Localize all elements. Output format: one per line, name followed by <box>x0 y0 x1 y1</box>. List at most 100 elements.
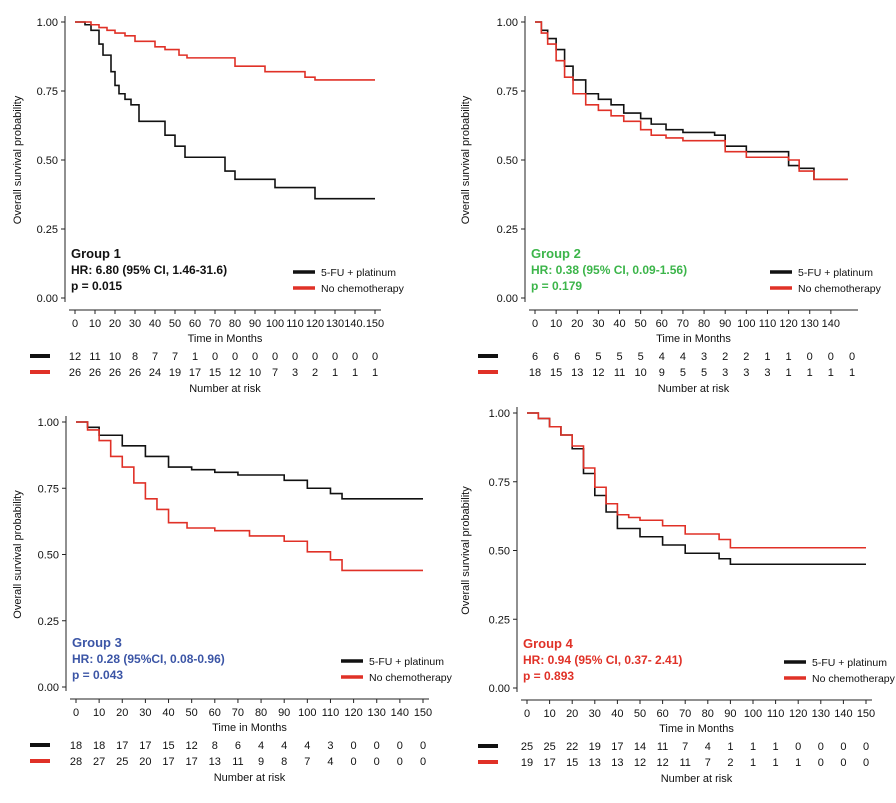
risk-count: 0 <box>352 351 358 363</box>
risk-count: 0 <box>212 351 218 363</box>
risk-count: 1 <box>750 757 756 769</box>
y-tick-label: 0.75 <box>497 86 518 98</box>
y-tick-label: 0.25 <box>489 614 510 626</box>
risk-count: 4 <box>680 351 686 363</box>
y-tick-label: 1.00 <box>37 17 58 29</box>
risk-count: 0 <box>374 756 380 768</box>
risk-count: 14 <box>634 741 646 753</box>
risk-table-label: Number at risk <box>658 383 730 395</box>
y-axis-label: Overall survival probability <box>12 490 24 619</box>
x-tick-label: 40 <box>613 318 625 330</box>
risk-count: 1 <box>750 741 756 753</box>
x-tick-label: 0 <box>73 707 79 719</box>
legend-label: No chemotherapy <box>321 283 405 295</box>
y-tick-label: 0.50 <box>497 155 518 167</box>
x-tick-label: 70 <box>209 318 221 330</box>
risk-count: 11 <box>614 367 625 379</box>
x-tick-label: 90 <box>724 708 736 720</box>
x-tick-label: 30 <box>592 318 604 330</box>
risk-table-label: Number at risk <box>189 383 261 395</box>
risk-count: 25 <box>521 741 533 753</box>
risk-count: 1 <box>764 351 770 363</box>
x-tick-label: 120 <box>306 318 324 330</box>
x-tick-label: 70 <box>232 707 244 719</box>
risk-count: 15 <box>162 740 174 752</box>
y-tick-label: 0.50 <box>489 546 510 558</box>
km-curve-treated <box>76 421 423 500</box>
risk-count: 0 <box>312 351 318 363</box>
risk-count: 0 <box>795 741 801 753</box>
risk-count: 1 <box>807 367 813 379</box>
x-tick-label: 50 <box>635 318 647 330</box>
risk-count: 5 <box>701 367 707 379</box>
risk-count: 3 <box>327 740 333 752</box>
risk-count: 5 <box>638 351 644 363</box>
x-tick-label: 30 <box>589 708 601 720</box>
y-tick-label: 0.00 <box>38 682 59 694</box>
panel-group-4: 0.00 0.25 0.50 0.75 1.00 Overall survival pro… <box>448 401 896 802</box>
x-tick-label: 120 <box>789 708 807 720</box>
risk-count: 13 <box>611 757 623 769</box>
x-tick-label: 20 <box>571 318 583 330</box>
y-tick-label: 0.00 <box>497 293 518 305</box>
risk-count: 25 <box>116 756 128 768</box>
x-tick-label: 60 <box>209 707 221 719</box>
y-axis-label: Overall survival probability <box>12 95 24 224</box>
risk-count: 0 <box>420 740 426 752</box>
risk-count: 12 <box>592 367 604 379</box>
risk-count: 0 <box>807 351 813 363</box>
risk-table-label: Number at risk <box>661 773 733 785</box>
x-tick-label: 80 <box>698 318 710 330</box>
x-tick-label: 100 <box>744 708 762 720</box>
risk-count: 7 <box>682 741 688 753</box>
risk-count: 25 <box>543 741 555 753</box>
risk-count: 17 <box>139 740 151 752</box>
legend-label: No chemotherapy <box>798 283 882 295</box>
legend-label: No chemotherapy <box>812 673 896 685</box>
risk-count: 3 <box>764 367 770 379</box>
risk-count: 0 <box>351 756 357 768</box>
risk-count: 18 <box>70 740 82 752</box>
risk-count: 11 <box>679 757 690 769</box>
risk-count: 19 <box>169 367 181 379</box>
risk-count: 10 <box>249 367 261 379</box>
y-tick-label: 0.00 <box>37 293 58 305</box>
x-tick-label: 90 <box>249 318 261 330</box>
risk-count: 1 <box>192 351 198 363</box>
km-curve-untreated <box>535 21 848 181</box>
risk-count: 15 <box>209 367 221 379</box>
risk-count: 11 <box>232 756 243 768</box>
risk-count: 0 <box>828 351 834 363</box>
x-tick-label: 40 <box>149 318 161 330</box>
risk-count: 1 <box>773 741 779 753</box>
risk-count: 5 <box>616 351 622 363</box>
x-tick-label: 80 <box>702 708 714 720</box>
x-tick-label: 40 <box>611 708 623 720</box>
x-tick-label: 60 <box>656 318 668 330</box>
risk-count: 1 <box>332 367 338 379</box>
risk-count: 9 <box>659 367 665 379</box>
panel-group-2: 0.00 0.25 0.50 0.75 1.00 Overall survival pro… <box>448 0 896 401</box>
risk-count: 8 <box>281 756 287 768</box>
risk-count: 1 <box>786 367 792 379</box>
km-chart-group-1: 0.00 0.25 0.50 0.75 1.00 Overall survival pro… <box>12 16 405 395</box>
risk-count: 3 <box>743 367 749 379</box>
risk-count: 6 <box>553 351 559 363</box>
x-tick-label: 130 <box>801 318 819 330</box>
risk-count: 26 <box>109 367 121 379</box>
x-tick-label: 30 <box>129 318 141 330</box>
risk-count: 0 <box>420 756 426 768</box>
x-tick-label: 140. <box>344 318 365 330</box>
risk-count: 4 <box>258 740 264 752</box>
risk-count: 12 <box>229 367 241 379</box>
risk-count: 2 <box>743 351 749 363</box>
y-tick-label: 0.75 <box>38 483 59 495</box>
x-tick-label: 150 <box>366 318 384 330</box>
x-tick-label: 60 <box>189 318 201 330</box>
x-tick-label: 0 <box>532 318 538 330</box>
y-axis-label: Overall survival probability <box>460 95 472 224</box>
risk-count: 3 <box>701 351 707 363</box>
risk-count: 1 <box>849 367 855 379</box>
risk-count: 11 <box>89 351 100 363</box>
